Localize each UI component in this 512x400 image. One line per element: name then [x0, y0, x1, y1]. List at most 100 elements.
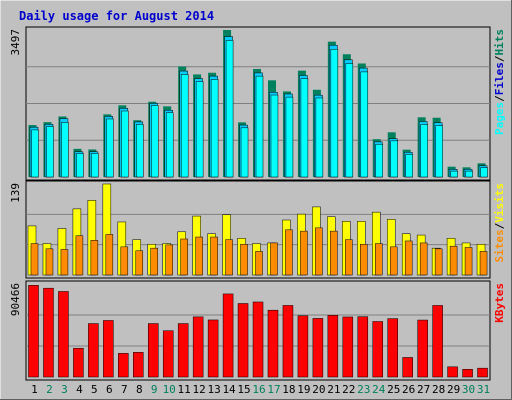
bar-pages-day-8 — [136, 124, 144, 178]
bar-kbytes-day-7 — [118, 353, 129, 378]
bar-sites-day-13 — [210, 236, 218, 276]
x-label-day-15: 15 — [237, 383, 250, 396]
bar-kbytes-day-9 — [147, 323, 159, 378]
bar-sites-day-19 — [300, 230, 308, 276]
x-label-day-17: 17 — [267, 383, 280, 396]
x-label-day-19: 19 — [297, 383, 310, 396]
bar-kbytes-day-4 — [73, 347, 84, 378]
bar-sites-day-20 — [315, 227, 323, 276]
bar-sites-day-29 — [449, 245, 458, 276]
x-label-day-11: 11 — [178, 383, 191, 396]
bar-pages-day-10 — [165, 112, 174, 178]
x-label-day-31: 31 — [477, 383, 490, 396]
bar-pages-day-2 — [46, 126, 54, 178]
bar-pages-day-4 — [76, 153, 84, 178]
x-label-day-3: 3 — [61, 383, 68, 396]
bar-pages-day-24 — [375, 143, 384, 178]
bar-sites-day-28 — [434, 248, 443, 276]
bar-kbytes-day-3 — [58, 291, 69, 378]
bar-sites-day-6 — [105, 234, 114, 276]
y-max-label: 139 — [9, 183, 22, 203]
bar-kbytes-day-1 — [28, 285, 39, 378]
chart-panels: 3497 Pages/Files/Hits 139 Sites/Visits 90466… — [9, 26, 506, 381]
bar-sites-day-15 — [240, 243, 248, 276]
y-max-label: 3497 — [9, 29, 22, 56]
bar-pages-day-17 — [270, 94, 279, 178]
bar-pages-day-1 — [31, 129, 39, 178]
bar-sites-day-31 — [479, 251, 488, 276]
x-label-day-22: 22 — [342, 383, 355, 396]
x-label-day-4: 4 — [76, 383, 83, 396]
bar-pages-day-22 — [345, 63, 354, 178]
bar-sites-day-8 — [135, 250, 144, 276]
bar-pages-day-25 — [390, 140, 398, 178]
bar-kbytes-day-28 — [432, 305, 443, 378]
x-label-day-25: 25 — [387, 383, 400, 396]
bar-kbytes-day-25 — [387, 318, 398, 378]
bar-kbytes-day-17 — [267, 309, 279, 378]
bar-kbytes-day-26 — [402, 357, 413, 378]
legend-entry: / — [493, 222, 506, 229]
panel-kbytes: 90466 KBytes — [9, 280, 506, 381]
bar-kbytes-day-13 — [207, 319, 219, 378]
bar-sites-day-10 — [165, 244, 173, 276]
legend-entry: Sites — [493, 229, 506, 262]
bar-pages-day-14 — [225, 40, 234, 178]
bar-kbytes-day-15 — [237, 303, 249, 378]
bar-pages-day-18 — [285, 96, 294, 178]
bar-pages-day-28 — [435, 125, 443, 178]
bar-pages-day-23 — [360, 71, 369, 178]
x-label-day-21: 21 — [327, 383, 340, 396]
x-label-day-6: 6 — [106, 383, 113, 396]
bar-sites-day-24 — [375, 243, 383, 276]
bar-pages-day-9 — [150, 105, 159, 178]
bar-pages-day-6 — [106, 118, 114, 178]
bar-kbytes-day-10 — [162, 330, 174, 378]
legend-entry: Pages — [493, 102, 506, 135]
bar-kbytes-day-27 — [417, 319, 428, 378]
bar-pages-day-30 — [465, 170, 473, 178]
bar-sites-day-27 — [419, 242, 428, 276]
x-label-day-30: 30 — [462, 383, 475, 396]
bar-sites-day-9 — [150, 247, 158, 276]
bar-kbytes-day-12 — [192, 316, 204, 378]
panel-legend: Sites/Visits — [493, 183, 506, 263]
x-label-day-26: 26 — [402, 383, 415, 396]
bar-pages-day-7 — [121, 110, 129, 178]
x-label-day-27: 27 — [417, 383, 430, 396]
bar-kbytes-day-18 — [282, 305, 294, 378]
y-max-label: 90466 — [9, 283, 22, 316]
bar-pages-day-13 — [210, 79, 219, 178]
bar-sites-day-7 — [120, 246, 129, 276]
legend-entry: Files — [493, 62, 506, 95]
bar-kbytes-day-2 — [43, 287, 54, 378]
panel-legend: Pages/Files/Hits — [493, 29, 506, 135]
bar-kbytes-day-5 — [88, 323, 99, 378]
bar-kbytes-day-29 — [447, 366, 458, 378]
legend-entry: / — [493, 95, 506, 102]
bar-kbytes-day-14 — [222, 293, 234, 378]
bar-pages-day-3 — [61, 122, 69, 178]
bar-pages-day-12 — [195, 81, 204, 178]
bar-sites-day-12 — [195, 236, 203, 276]
bar-kbytes-day-19 — [297, 315, 309, 378]
bar-kbytes-day-16 — [252, 301, 264, 378]
bar-pages-day-15 — [240, 127, 249, 178]
bar-sites-day-30 — [464, 247, 473, 276]
bar-kbytes-day-6 — [103, 320, 114, 378]
x-label-day-12: 12 — [193, 383, 206, 396]
legend-entry: KBytes — [493, 283, 506, 323]
chart-title: Daily usage for August 2014 — [19, 9, 214, 23]
x-label-day-7: 7 — [121, 383, 128, 396]
x-label-day-8: 8 — [136, 383, 143, 396]
bar-sites-day-17 — [270, 242, 278, 276]
x-label-day-10: 10 — [163, 383, 176, 396]
bar-kbytes-day-22 — [342, 316, 354, 378]
bar-pages-day-11 — [180, 74, 189, 178]
bar-pages-day-5 — [91, 153, 99, 178]
x-label-day-2: 2 — [46, 383, 53, 396]
bar-pages-day-19 — [300, 78, 309, 178]
x-label-day-28: 28 — [432, 383, 445, 396]
x-label-day-5: 5 — [91, 383, 98, 396]
